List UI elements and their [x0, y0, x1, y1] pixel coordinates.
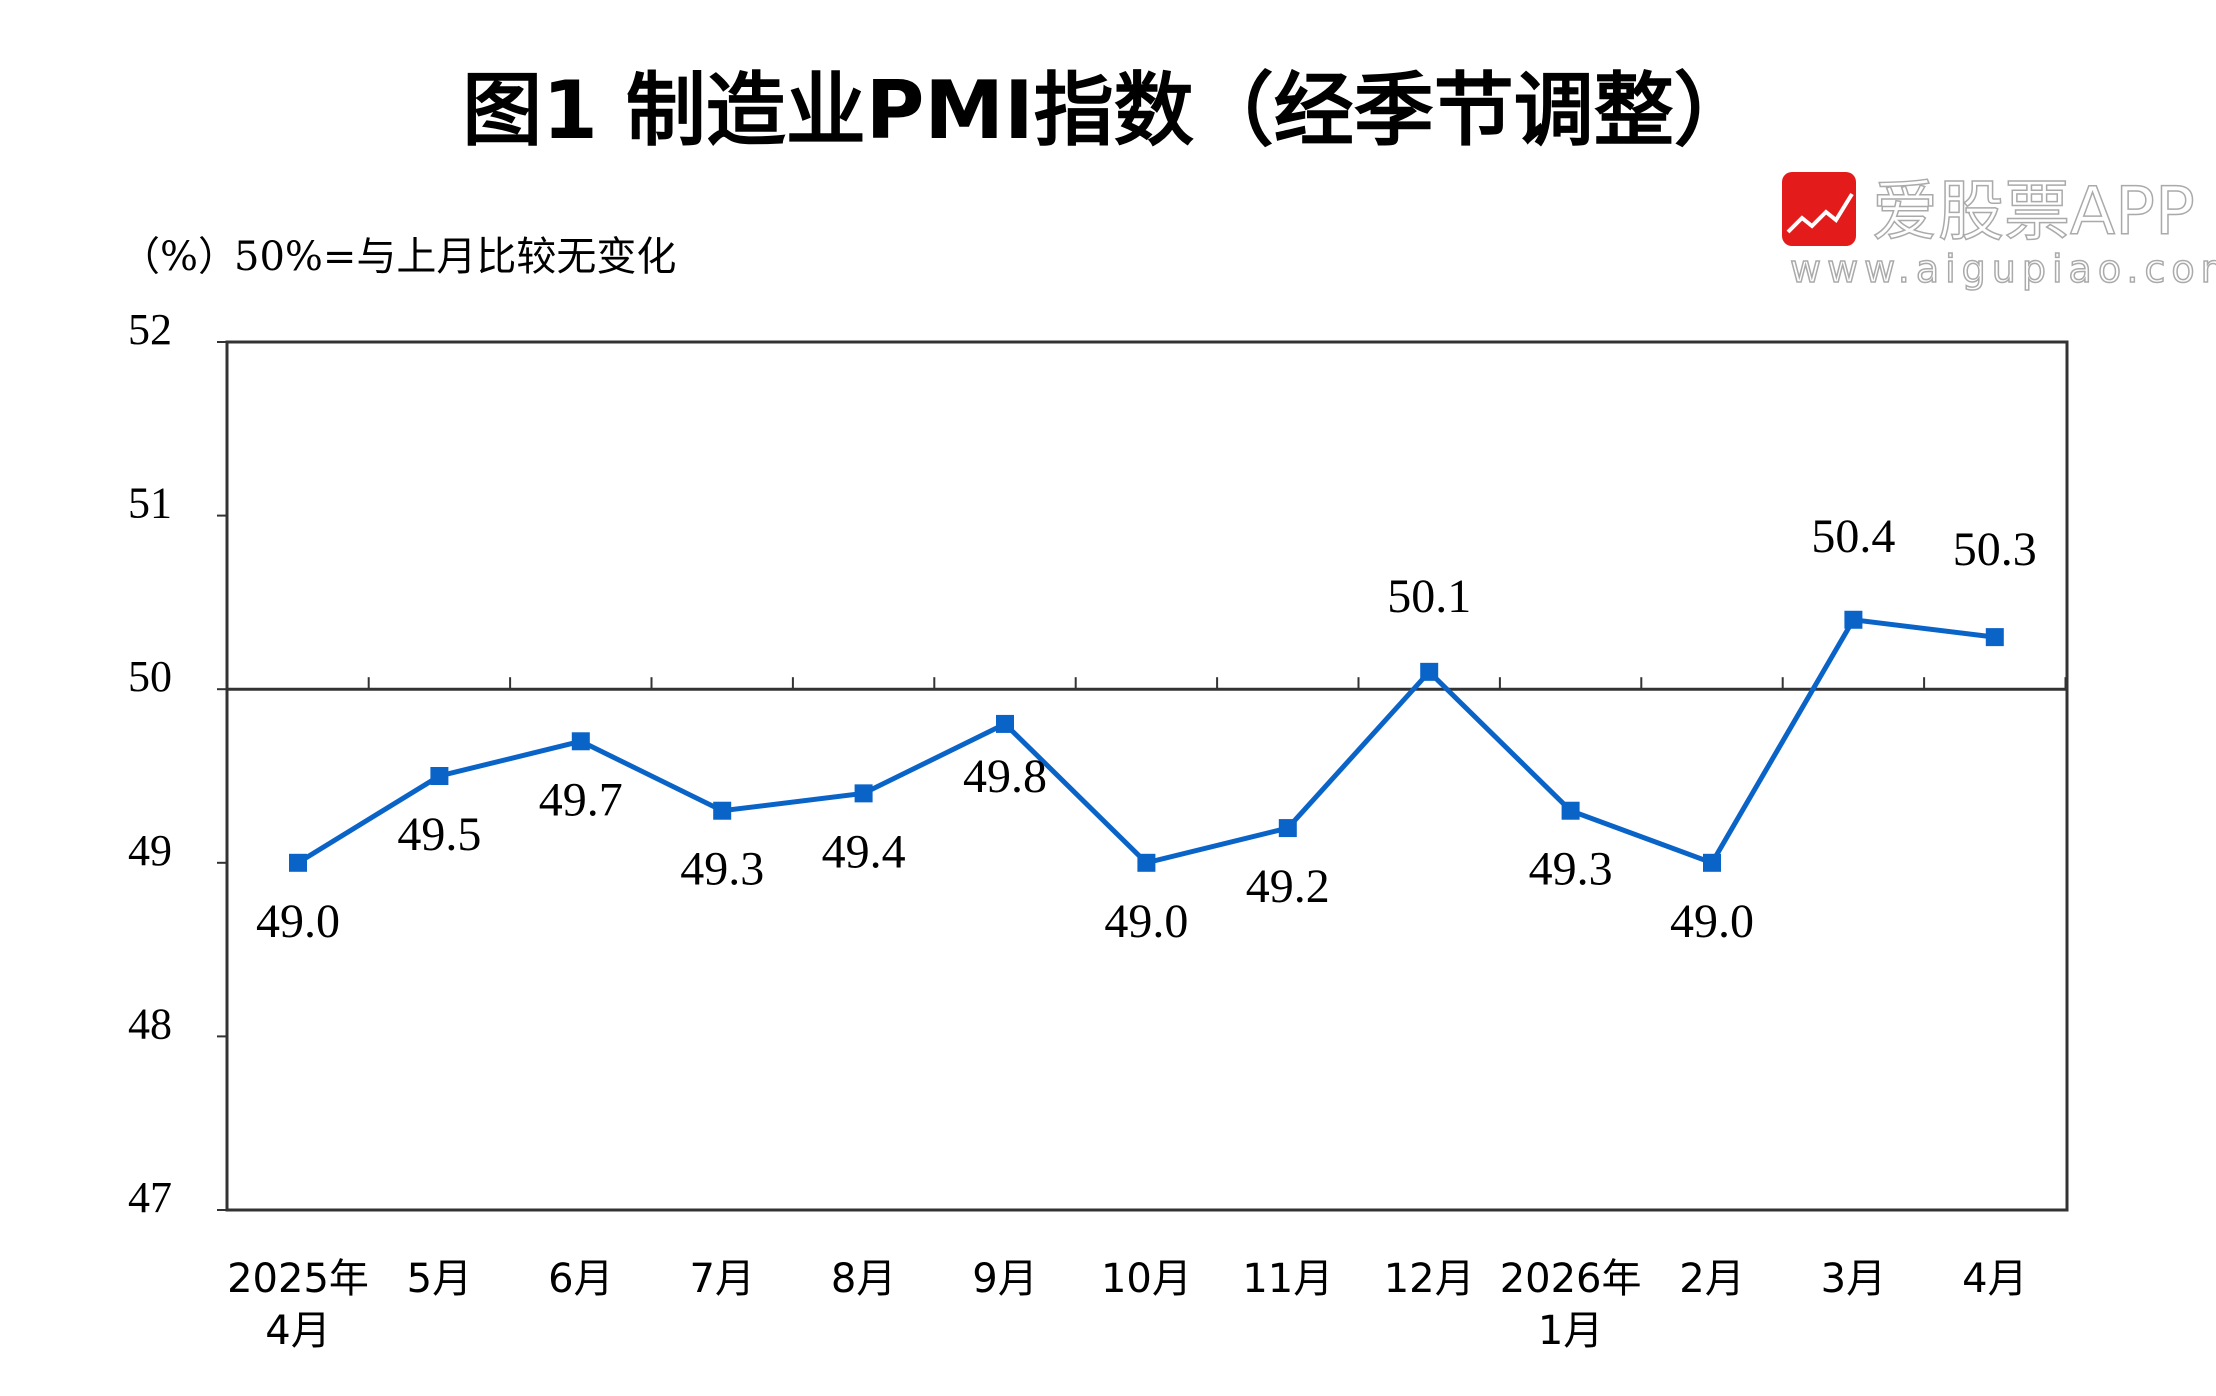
- data-label: 49.3: [680, 843, 764, 896]
- data-label: 49.0: [1104, 895, 1188, 948]
- data-label: 49.0: [256, 895, 340, 948]
- data-label: 49.0: [1670, 895, 1754, 948]
- x-tick-label: 2026年: [1500, 1256, 1642, 1302]
- x-tick-label: 8月: [831, 1256, 896, 1302]
- y-tick-label: 51: [128, 479, 172, 528]
- data-point-marker: [571, 732, 590, 751]
- data-point-marker: [430, 767, 449, 785]
- y-tick-label: 47: [128, 1173, 172, 1222]
- data-label: 49.4: [822, 825, 906, 878]
- data-label: 50.1: [1387, 570, 1471, 623]
- x-tick-label: 7月: [689, 1256, 754, 1302]
- watermark: 爱股票APP www.aigupiao.com: [1782, 172, 2216, 292]
- y-tick-label: 49: [128, 826, 172, 875]
- x-tick-label: 10月: [1101, 1256, 1192, 1302]
- x-tick-label: 9月: [972, 1256, 1037, 1302]
- data-point-marker: [1278, 819, 1297, 838]
- data-label: 50.3: [1953, 523, 2037, 576]
- reference-annotation: 50%=与上月比较无变化: [234, 234, 676, 280]
- data-label: 50.4: [1811, 510, 1895, 563]
- data-label: 49.3: [1529, 843, 1613, 896]
- x-tick-label: 4月: [1962, 1256, 2027, 1302]
- plot-frame: [225, 340, 2069, 1212]
- data-point-marker: [1561, 801, 1580, 820]
- watermark-logo-icon: [1782, 172, 1856, 246]
- data-point-marker: [713, 801, 732, 820]
- y-tick-label: 50: [128, 652, 172, 701]
- pmi-series-line: [296, 617, 1996, 866]
- data-label: 49.8: [963, 750, 1047, 803]
- x-tick-label: 2月: [1679, 1256, 1744, 1302]
- data-point-marker: [1703, 853, 1721, 872]
- x-tick-label: 5月: [407, 1256, 472, 1302]
- data-label: 49.2: [1246, 860, 1330, 913]
- data-point-marker: [289, 853, 307, 872]
- chart-title: 图1 制造业PMI指数（经季节调整）: [462, 64, 1754, 157]
- y-axis-unit: （%）: [120, 234, 238, 280]
- data-point-marker: [1844, 610, 1863, 629]
- y-tick-label: 52: [128, 305, 172, 354]
- data-point-marker: [1985, 628, 2004, 647]
- data-point-marker: [1137, 853, 1156, 872]
- data-label: 49.5: [397, 808, 481, 861]
- watermark-url: www.aigupiao.com: [1790, 247, 2216, 291]
- data-point-marker: [1420, 662, 1439, 681]
- y-tick-label: 48: [128, 999, 172, 1048]
- x-tick-label: 12月: [1384, 1256, 1475, 1302]
- x-tick-label: 4月: [265, 1308, 330, 1354]
- data-label: 49.7: [539, 773, 623, 826]
- data-point-marker: [854, 784, 873, 803]
- watermark-name: 爱股票APP: [1872, 173, 2195, 250]
- x-tick-label: 11月: [1242, 1256, 1333, 1302]
- x-tick-label: 1月: [1538, 1308, 1603, 1354]
- x-tick-label: 6月: [548, 1256, 613, 1302]
- x-tick-label: 2025年: [227, 1256, 369, 1302]
- data-point-marker: [996, 714, 1014, 733]
- x-tick-label: 3月: [1821, 1256, 1886, 1302]
